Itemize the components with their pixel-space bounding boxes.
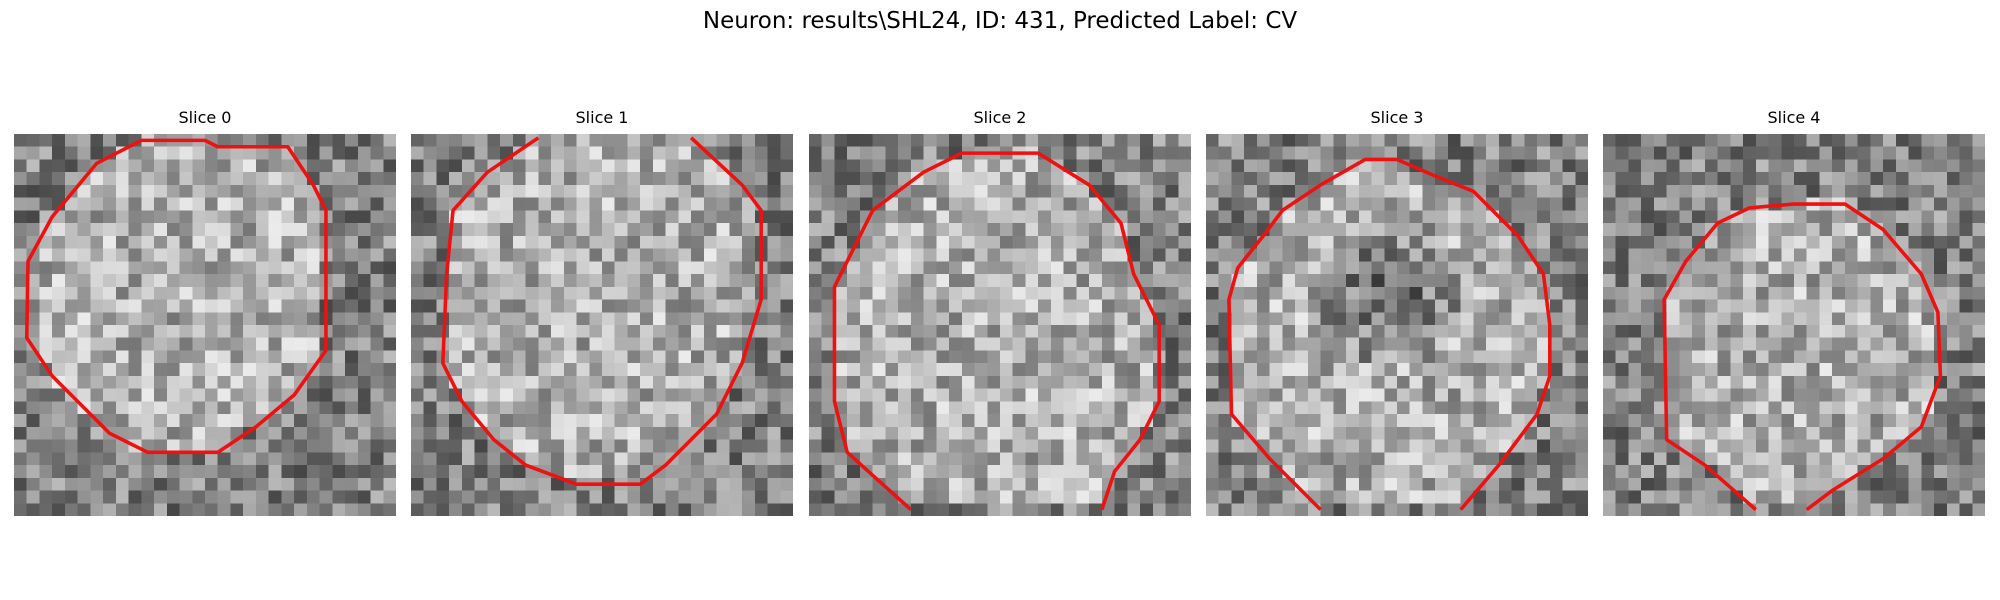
- contour-line: [1662, 202, 1943, 512]
- slice-image-1: [411, 134, 793, 516]
- slice-image-0: [14, 134, 396, 516]
- contour-line: [1227, 157, 1552, 511]
- contour-line: [24, 138, 328, 455]
- slice-title-1: Slice 1: [575, 108, 629, 127]
- figure-title: Neuron: results\SHL24, ID: 431, Predicte…: [702, 8, 1298, 34]
- slice-title-0: Slice 0: [178, 108, 232, 127]
- slice-image-2: [809, 134, 1191, 516]
- contour-line: [441, 136, 763, 486]
- slice-title-4: Slice 4: [1767, 108, 1821, 127]
- slice-image-3: [1206, 134, 1588, 516]
- slice-title-2: Slice 2: [973, 108, 1027, 127]
- contour-line: [832, 151, 1161, 511]
- slice-title-3: Slice 3: [1370, 108, 1424, 127]
- slice-image-4: [1603, 134, 1985, 516]
